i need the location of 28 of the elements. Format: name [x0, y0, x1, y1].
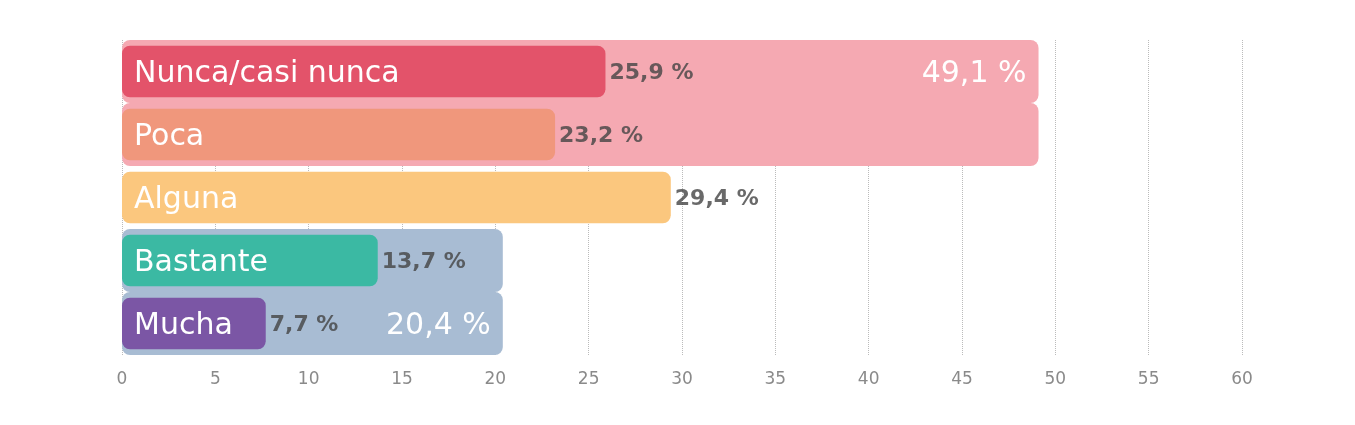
- bar: [122, 45, 606, 98]
- x-tick-label: 40: [857, 367, 880, 388]
- data-label: 49,1 %: [921, 54, 1027, 89]
- y-tick-label: Bastante: [134, 243, 268, 278]
- x-tick-label: 0: [116, 367, 128, 388]
- x-tick-label: 20: [484, 367, 507, 388]
- x-tick-label: 60: [1231, 367, 1253, 388]
- data-label: 13,7 %: [381, 248, 466, 273]
- y-tick-label: Poca: [134, 117, 205, 152]
- y-tick-label: Nunca/casi nunca: [134, 54, 400, 89]
- x-tick-label: 50: [1044, 367, 1067, 388]
- x-tick-label: 10: [297, 367, 320, 388]
- y-tick-label: Alguna: [134, 180, 239, 215]
- data-label: 25,9 %: [609, 59, 694, 84]
- x-tick-label: 30: [671, 367, 693, 388]
- y-tick-label: Mucha: [134, 306, 233, 341]
- data-label: 23,2 %: [559, 122, 644, 147]
- bar: [122, 108, 556, 161]
- x-tick-label: 55: [1137, 367, 1160, 388]
- bar: [122, 171, 671, 224]
- x-tick-label: 45: [951, 367, 973, 388]
- x-tick-label: 15: [391, 367, 413, 388]
- x-tick-label: 35: [764, 367, 787, 388]
- x-tick-label: 25: [577, 367, 600, 388]
- data-label: 20,4 %: [385, 306, 491, 341]
- data-label: 7,7 %: [269, 311, 339, 336]
- data-label: 29,4 %: [674, 185, 759, 210]
- x-tick-label: 5: [209, 367, 221, 388]
